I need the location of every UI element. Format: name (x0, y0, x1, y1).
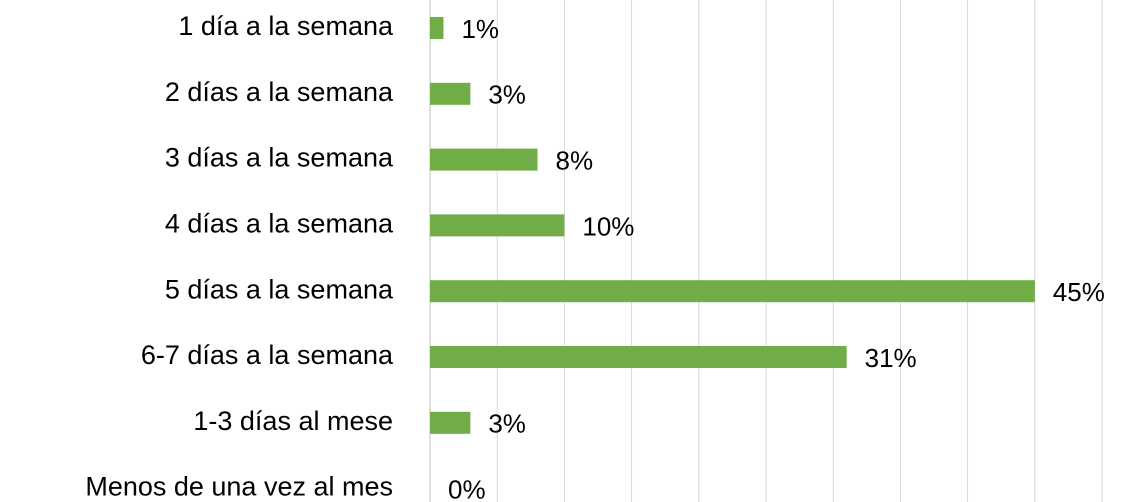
category-label: 2 días a la semana (165, 77, 394, 107)
category-label: 5 días a la semana (165, 274, 394, 304)
category-label: 3 días a la semana (165, 143, 394, 173)
data-label: 8% (556, 145, 594, 175)
bar (430, 214, 565, 237)
data-label: 3% (488, 80, 526, 110)
bar (430, 346, 847, 368)
bar (430, 82, 471, 105)
category-label: 1-3 días al mese (193, 406, 393, 436)
category-label: 6-7 días a la semana (141, 340, 394, 370)
data-label: 1% (461, 14, 499, 44)
data-label: 3% (488, 409, 526, 439)
category-label: 1 día a la semana (178, 11, 394, 41)
bar (430, 148, 538, 171)
data-label: 45% (1053, 277, 1105, 307)
data-label: 10% (582, 211, 634, 241)
bar (430, 280, 1035, 303)
bar (430, 411, 471, 434)
category-label: Menos de una vez al mes (85, 472, 393, 502)
data-label: 31% (865, 343, 917, 373)
bar (430, 17, 444, 39)
data-label: 0% (448, 474, 486, 502)
category-label: 4 días a la semana (165, 209, 394, 239)
